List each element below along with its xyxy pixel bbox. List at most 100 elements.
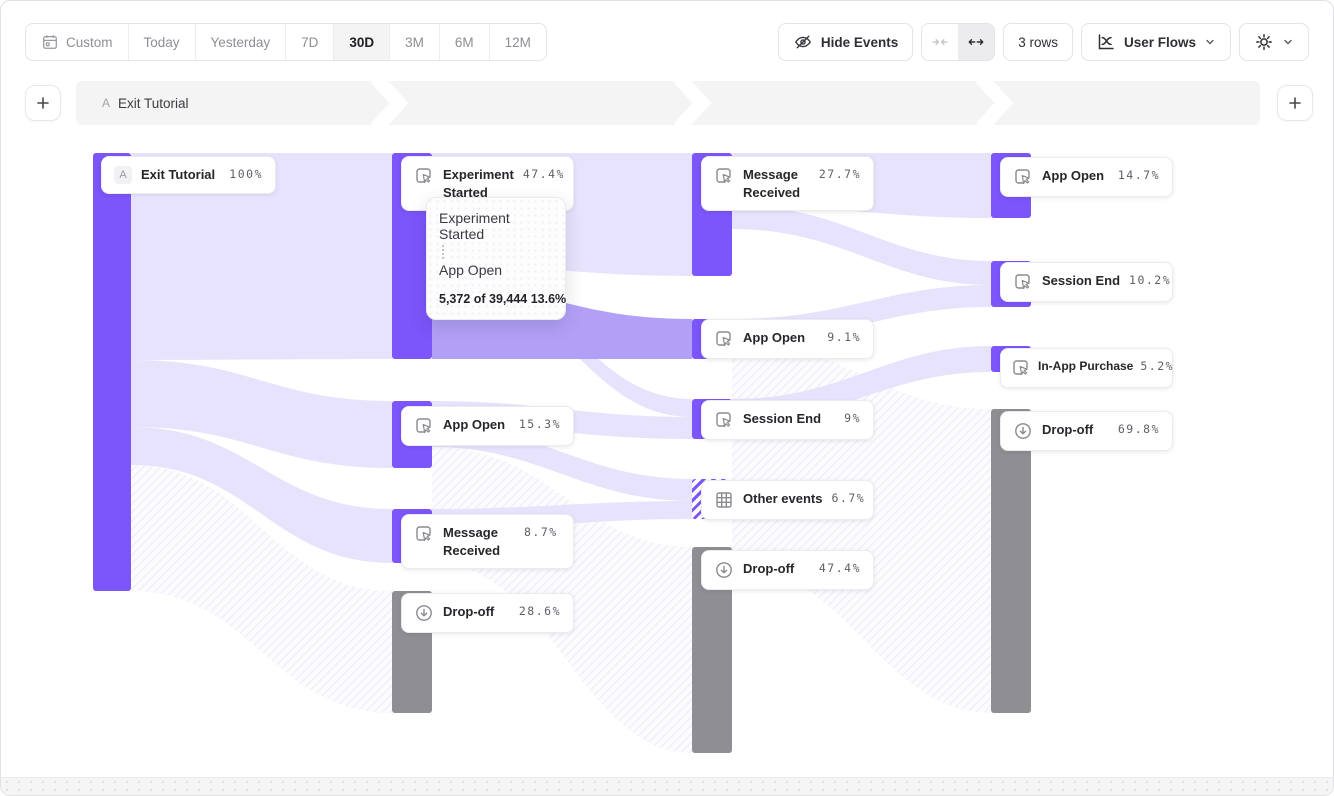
flow-bar-drop-off-4[interactable] bbox=[991, 409, 1031, 713]
date-range-today[interactable]: Today bbox=[127, 24, 195, 60]
chevron-down-icon bbox=[1282, 36, 1294, 48]
date-range-segmented-control: Custom Today Yesterday 7D 30D 3M 6M 12M bbox=[25, 23, 547, 61]
event-click-icon bbox=[1011, 358, 1031, 378]
tooltip-from-event: Experiment Started bbox=[439, 210, 510, 242]
plus-icon bbox=[37, 97, 49, 109]
collapse-columns-button[interactable] bbox=[922, 24, 959, 60]
flow-node-label: App Open bbox=[1042, 168, 1105, 183]
date-range-yesterday[interactable]: Yesterday bbox=[194, 24, 286, 60]
flow-node-percent: 47.4% bbox=[818, 561, 861, 575]
flow-node-app-open-4[interactable]: App Open 14.7% bbox=[1000, 157, 1173, 197]
bottom-scrollbar-track[interactable] bbox=[1, 777, 1333, 795]
eye-off-icon bbox=[793, 32, 813, 52]
flow-node-percent: 28.6% bbox=[518, 604, 561, 618]
flow-node-percent: 14.7% bbox=[1117, 168, 1160, 182]
hide-events-button[interactable]: Hide Events bbox=[777, 23, 914, 61]
expand-columns-button[interactable] bbox=[958, 24, 995, 60]
date-range-6m[interactable]: 6M bbox=[438, 24, 489, 60]
user-flows-chart-icon bbox=[1096, 32, 1116, 52]
sankey-canvas: A Exit Tutorial 100% Experiment Started … bbox=[1, 125, 1333, 777]
flow-node-label: App Open bbox=[443, 417, 506, 432]
flow-node-label: Drop-off bbox=[443, 604, 495, 619]
flow-ribbon-dropoff[interactable] bbox=[131, 465, 392, 713]
date-range-12m[interactable]: 12M bbox=[488, 24, 546, 60]
flow-node-label: Session End bbox=[743, 411, 822, 426]
event-click-icon bbox=[1013, 167, 1033, 187]
flow-node-label: Other events bbox=[743, 491, 823, 506]
steps-row: A Exit Tutorial bbox=[1, 81, 1333, 125]
step-a[interactable]: A Exit Tutorial bbox=[102, 81, 189, 125]
flow-node-percent: 47.4% bbox=[522, 167, 565, 181]
flow-ribbon[interactable] bbox=[131, 360, 392, 468]
rows-button[interactable]: 3 rows bbox=[1003, 23, 1073, 61]
flow-ribbon[interactable] bbox=[732, 205, 991, 285]
flow-node-percent: 15.3% bbox=[518, 417, 561, 431]
steps-band[interactable]: A Exit Tutorial bbox=[76, 81, 1260, 125]
flow-node-percent: 8.7% bbox=[524, 525, 558, 539]
add-step-button-right[interactable] bbox=[1277, 85, 1313, 121]
flow-node-app-open-3[interactable]: App Open 9.1% bbox=[701, 319, 874, 359]
hide-events-label: Hide Events bbox=[820, 34, 899, 50]
arrows-inward-icon bbox=[932, 39, 948, 45]
flow-node-session-end-4[interactable]: Session End 10.2% bbox=[1000, 262, 1173, 302]
drop-off-icon bbox=[714, 560, 734, 580]
flow-node-label: App Open bbox=[743, 330, 806, 345]
flow-node-label: Message Received bbox=[443, 525, 501, 558]
date-range-7d[interactable]: 7D bbox=[285, 24, 333, 60]
date-range-30d[interactable]: 30D bbox=[333, 24, 390, 60]
flow-node-exit-tutorial[interactable]: A Exit Tutorial 100% bbox=[101, 156, 276, 194]
date-range-custom[interactable]: Custom bbox=[26, 24, 128, 60]
event-click-icon bbox=[714, 410, 734, 430]
plus-icon bbox=[1289, 97, 1301, 109]
rows-label: 3 rows bbox=[1018, 34, 1058, 50]
flow-bar-exit-tutorial[interactable] bbox=[93, 153, 131, 591]
chevron-down-icon bbox=[1204, 36, 1216, 48]
flow-node-label: Exit Tutorial bbox=[141, 167, 216, 182]
step-badge: A bbox=[114, 166, 132, 184]
event-click-icon bbox=[1013, 272, 1033, 292]
tooltip-connector bbox=[442, 245, 444, 259]
add-step-button-left[interactable] bbox=[25, 85, 61, 121]
flow-ribbon[interactable] bbox=[131, 153, 392, 360]
date-range-3m[interactable]: 3M bbox=[389, 24, 439, 60]
view-selector-button[interactable]: User Flows bbox=[1080, 23, 1231, 61]
flow-node-percent: 10.2% bbox=[1129, 273, 1172, 287]
flow-node-label: In-App Purchase bbox=[1038, 359, 1134, 373]
flow-node-label: Drop-off bbox=[743, 561, 795, 576]
date-range-custom-label: Custom bbox=[66, 34, 113, 50]
arrows-outward-icon bbox=[968, 39, 984, 45]
drop-off-icon bbox=[1013, 421, 1033, 441]
step-chevron-separators bbox=[370, 81, 1014, 125]
calendar-icon bbox=[41, 33, 59, 51]
flow-tooltip: Experiment Started App Open 5,372 of 39,… bbox=[426, 197, 566, 320]
gear-icon bbox=[1254, 32, 1274, 52]
flow-node-drop-off-2[interactable]: Drop-off 28.6% bbox=[401, 593, 574, 633]
flow-node-percent: 27.7% bbox=[818, 167, 861, 181]
flow-node-app-open-2[interactable]: App Open 15.3% bbox=[401, 406, 574, 446]
flow-node-message-received-2[interactable]: Message Received 8.7% bbox=[401, 514, 574, 570]
event-click-icon bbox=[714, 329, 734, 349]
flow-node-drop-off-4[interactable]: Drop-off 69.8% bbox=[1000, 411, 1173, 451]
drop-off-icon bbox=[414, 603, 434, 623]
step-a-label: Exit Tutorial bbox=[118, 95, 189, 111]
flow-node-label: Drop-off bbox=[1042, 422, 1094, 437]
flow-node-in-app-purchase-4[interactable]: In-App Purchase 5.2% bbox=[1000, 348, 1173, 388]
flow-node-message-received-3[interactable]: Message Received 27.7% bbox=[701, 156, 874, 212]
flow-ribbons bbox=[131, 153, 991, 753]
flow-node-other-events-3[interactable]: Other events 6.7% bbox=[701, 480, 874, 520]
flow-node-session-end-3[interactable]: Session End 9% bbox=[701, 400, 874, 440]
flow-node-percent: 9.1% bbox=[827, 330, 861, 344]
flow-node-percent: 9% bbox=[844, 411, 861, 425]
flow-node-percent: 100% bbox=[229, 167, 263, 181]
flow-node-percent: 5.2% bbox=[1140, 359, 1175, 373]
column-width-segmented-control bbox=[921, 23, 996, 61]
event-click-icon bbox=[414, 416, 434, 436]
flow-ribbon[interactable] bbox=[131, 427, 392, 563]
step-a-badge: A bbox=[102, 96, 111, 110]
event-click-icon bbox=[714, 166, 734, 186]
tooltip-to-event: App Open bbox=[439, 262, 503, 278]
flow-node-drop-off-3[interactable]: Drop-off 47.4% bbox=[701, 550, 874, 590]
settings-button[interactable] bbox=[1239, 23, 1309, 61]
flow-node-percent: 6.7% bbox=[831, 491, 866, 505]
